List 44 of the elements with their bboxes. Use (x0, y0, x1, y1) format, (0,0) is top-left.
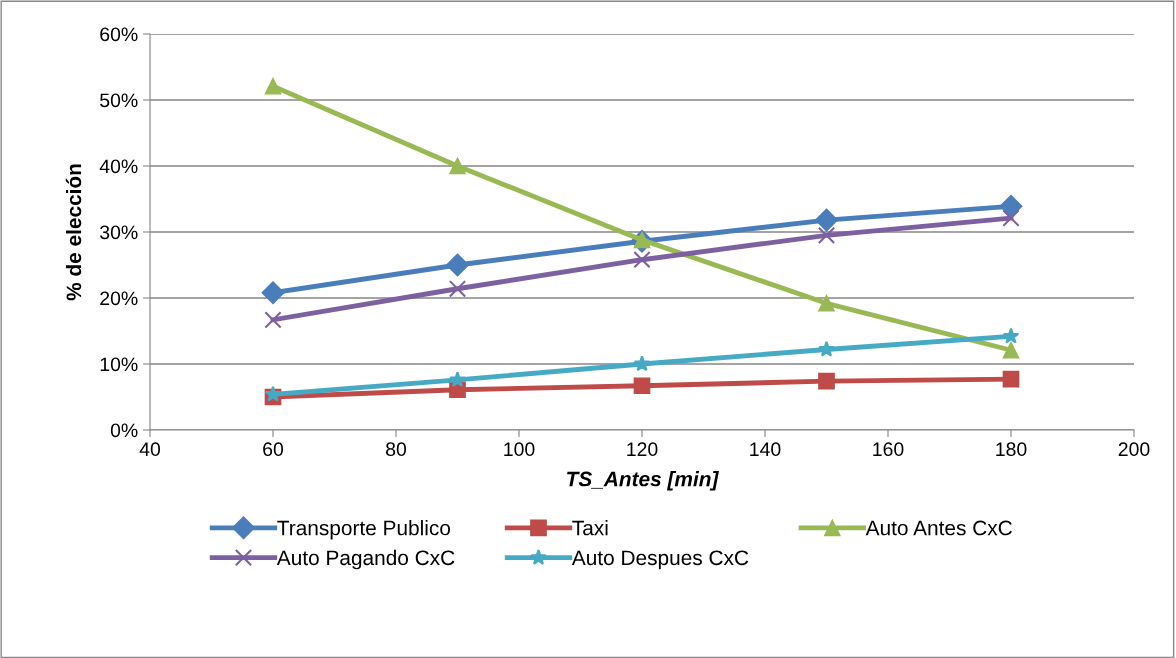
y-tick-label: 0% (110, 423, 138, 438)
legend-label: Transporte Publico (277, 520, 451, 540)
y-tick-label: 40% (99, 159, 138, 174)
legend-label: Taxi (572, 520, 608, 536)
point (818, 372, 835, 390)
y-tick-label: 10% (100, 357, 138, 372)
x-tick-label: 40 (139, 442, 161, 457)
point (449, 157, 466, 175)
point (1002, 341, 1020, 359)
x-tick-label: 120 (627, 442, 658, 457)
legend-label: Auto Despues CxC (571, 550, 749, 570)
legend-label: Auto Antes CxC (865, 520, 1012, 536)
y-tick-label: 50% (100, 93, 138, 108)
point (264, 311, 282, 329)
x-tick-label: 200 (1118, 442, 1150, 457)
point (261, 281, 285, 305)
point (448, 280, 467, 298)
point (446, 253, 469, 277)
x-tick-label: 100 (504, 442, 535, 457)
point (818, 340, 835, 357)
x-tick-label: 160 (873, 442, 904, 457)
point (815, 208, 838, 232)
x-tick-label: 80 (386, 442, 407, 457)
x-tick-label: 60 (263, 442, 284, 457)
y-axis-title: % de elección (65, 164, 82, 301)
x-axis-title: TS_Antes [min] (567, 471, 719, 491)
point (1002, 370, 1020, 388)
legend-label: Auto Pagando CxC (276, 549, 455, 570)
point (1002, 327, 1020, 344)
point (817, 226, 836, 244)
point (449, 371, 466, 388)
y-tick-label: 30% (100, 225, 138, 240)
y-tick-label: 60% (100, 27, 138, 42)
y-tick-label: 20% (100, 291, 138, 306)
x-tick-label: 180 (996, 442, 1027, 457)
point (818, 294, 835, 312)
point (999, 194, 1023, 218)
point (633, 251, 651, 269)
point (1002, 209, 1020, 227)
point (264, 385, 282, 402)
point (633, 355, 651, 372)
x-tick-label: 140 (750, 442, 781, 457)
point (264, 77, 282, 95)
point (633, 377, 651, 395)
